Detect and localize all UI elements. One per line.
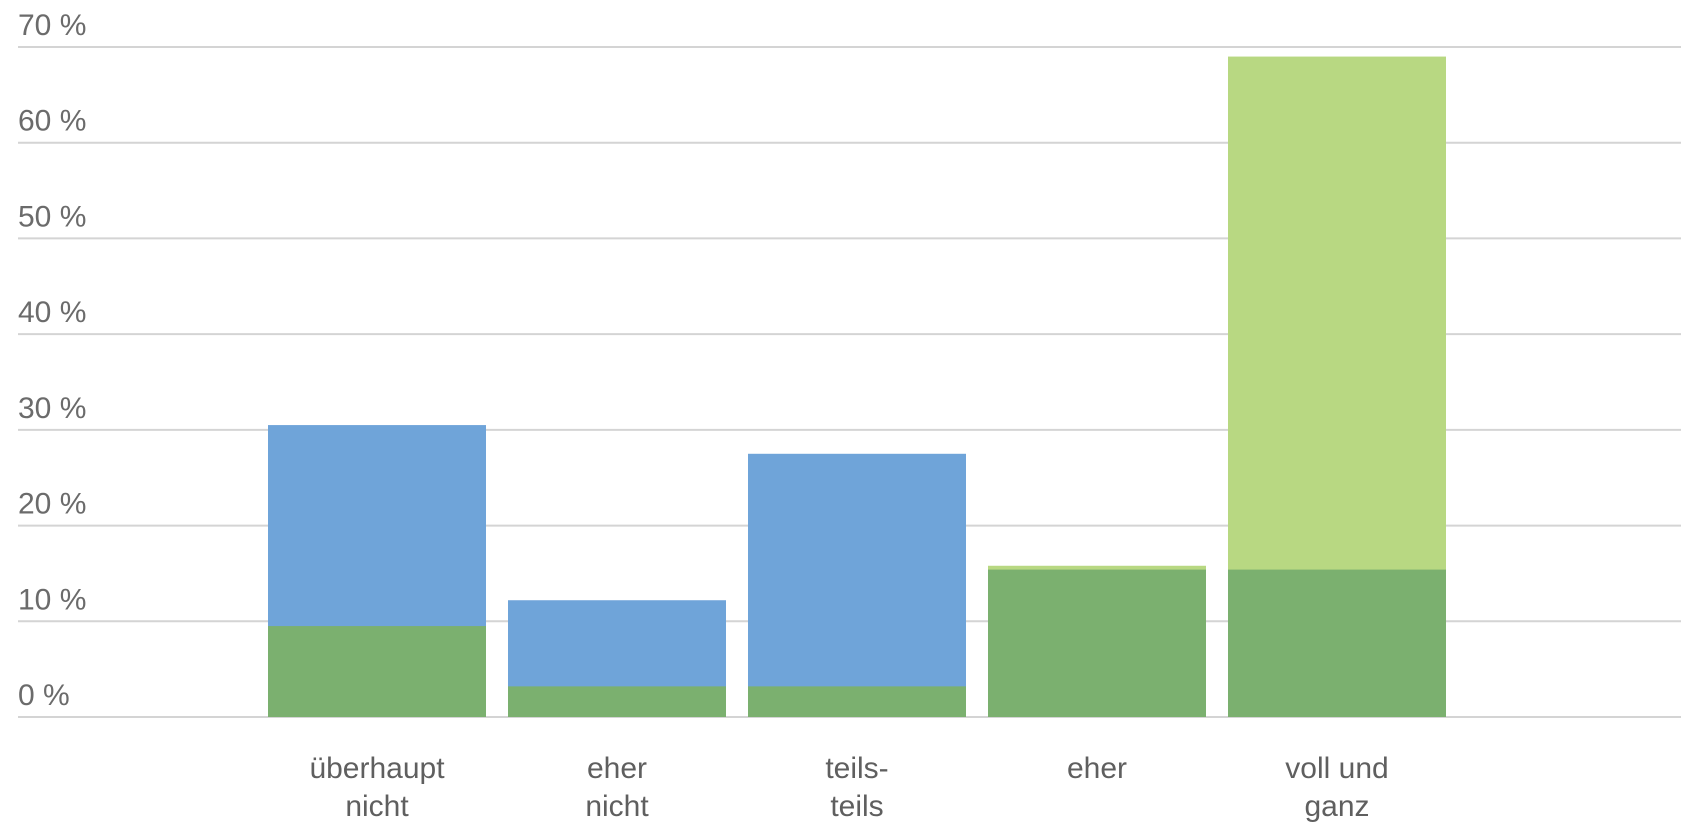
y-tick-label: 10 %: [18, 583, 86, 616]
y-tick-label: 50 %: [18, 200, 86, 233]
x-category-label: überhaupt nicht: [309, 752, 445, 823]
x-category-label: voll und ganz: [1285, 752, 1388, 823]
x-category-label: eher nicht: [585, 752, 649, 823]
y-axis-tick-labels: 0 % 10 % 20 % 30 % 40 % 50 % 60 % 70 %: [18, 9, 86, 712]
bar-series-1: [748, 453, 966, 717]
y-tick-label: 20 %: [18, 488, 86, 521]
bar-series-3: [748, 686, 966, 717]
bar-series-3: [988, 569, 1206, 717]
bar-series-3: [508, 686, 726, 717]
bar-series-3: [1228, 569, 1446, 717]
x-category-label: eher: [1067, 752, 1127, 785]
y-tick-label: 70 %: [18, 9, 86, 42]
bars: [268, 56, 1446, 718]
y-tick-label: 0 %: [18, 679, 70, 712]
y-tick-label: 40 %: [18, 296, 86, 329]
y-tick-label: 30 %: [18, 392, 86, 425]
x-category-label: teils-teils: [825, 752, 888, 823]
x-axis-category-labels: überhaupt nicht eher nicht teils-teils eher vo…: [309, 752, 1388, 823]
bar-series-3: [268, 626, 486, 717]
y-tick-label: 60 %: [18, 105, 86, 138]
